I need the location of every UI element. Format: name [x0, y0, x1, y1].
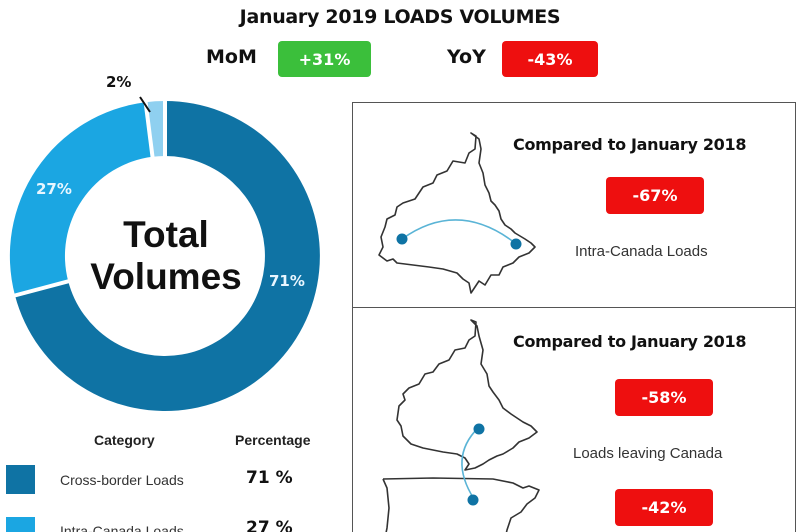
comparison-panel-intra-canada: Compared to January 2018 -67% Intra-Cana… — [352, 102, 796, 308]
legend-percentage-cross-border: 71 % — [246, 468, 293, 488]
panel-heading: Compared to January 2018 — [513, 332, 747, 351]
yoy-label: YoY — [447, 46, 486, 68]
donut-center-label: Total Volumes — [66, 214, 266, 298]
origin-dot — [473, 423, 485, 435]
destination-dot — [467, 494, 479, 506]
change-badge-intra-canada: -67% — [606, 177, 704, 214]
panel-caption-intra-canada: Intra-Canada Loads — [575, 243, 708, 260]
legend-swatch-intra-canada — [6, 517, 35, 532]
mom-label: MoM — [206, 46, 257, 68]
leader-line — [139, 96, 151, 113]
mom-badge: +31% — [278, 41, 371, 77]
donut-label-intra-canada: 27% — [36, 180, 72, 198]
donut-slice-other — [145, 100, 165, 157]
destination-dot — [510, 238, 522, 250]
comparison-panel-cross-border: Compared to January 2018 -58% Loads leav… — [352, 307, 796, 532]
origin-dot — [396, 233, 408, 245]
donut-chart — [9, 96, 320, 411]
north-america-map-icon — [382, 319, 540, 532]
yoy-badge: -43% — [502, 41, 598, 77]
donut-center-line2: Volumes — [90, 256, 242, 297]
legend-category-intra-canada: Intra-Canada Loads — [60, 523, 184, 532]
panel-caption-leaving-canada: Loads leaving Canada — [573, 445, 723, 462]
donut-slice-cross-border — [15, 101, 320, 411]
donut-center-line1: Total — [123, 214, 209, 255]
legend-percentage-intra-canada: 27 % — [246, 518, 293, 532]
change-badge-leaving-canada: -58% — [615, 379, 713, 416]
legend-header-percentage: Percentage — [235, 432, 311, 448]
donut-label-cross-border: 71% — [269, 272, 305, 290]
donut-label-other: 2% — [106, 73, 132, 91]
legend-header-category: Category — [94, 432, 155, 448]
page-title: January 2019 LOADS VOLUMES — [239, 6, 561, 28]
canada-map-icon — [378, 132, 536, 294]
change-badge-entering-canada: -42% — [615, 489, 713, 526]
legend-category-cross-border: Cross-border Loads — [60, 472, 184, 488]
donut-slice-intra-canada — [9, 102, 153, 296]
legend-swatch-cross-border — [6, 465, 35, 494]
panel-heading: Compared to January 2018 — [513, 135, 747, 154]
